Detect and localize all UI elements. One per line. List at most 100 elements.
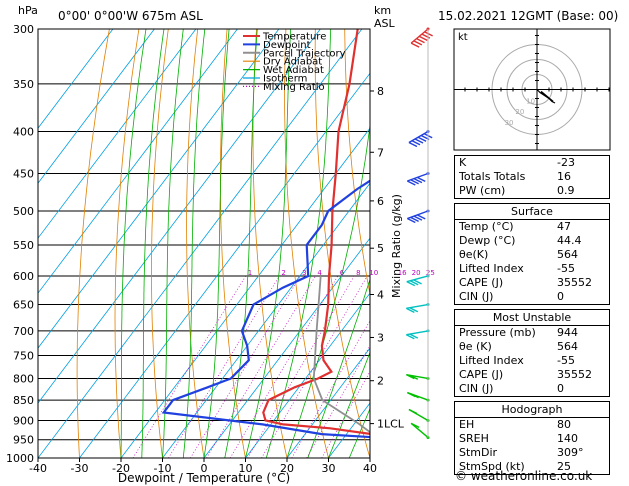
pressure-tick-label: 950 bbox=[13, 434, 34, 447]
most-unstable-box: Most Unstable Pressure (mb) 944 θe (K) 564 L… bbox=[454, 309, 610, 397]
temperature-tick-label: -30 bbox=[71, 462, 89, 475]
copyright-text: © weatheronline.co.uk bbox=[455, 469, 593, 483]
table-row: Lifted Index -55 bbox=[455, 354, 609, 368]
series-line bbox=[312, 275, 370, 434]
indices-box: K -23 Totals Totals 16 PW (cm) 0.9 bbox=[454, 155, 610, 199]
table-row: CIN (J) 0 bbox=[455, 290, 609, 304]
isotherm-line bbox=[203, 237, 370, 458]
wind-barb bbox=[410, 422, 430, 439]
table-row: StmSpd (kt) 25 bbox=[455, 460, 609, 474]
indices-panel: K -23 Totals Totals 16 PW (cm) 0.9 Surface Te… bbox=[454, 155, 610, 479]
wet-adiabat-line bbox=[162, 29, 184, 458]
km-label: km bbox=[374, 4, 391, 17]
series-line bbox=[161, 179, 370, 439]
pressure-tick-label: 800 bbox=[13, 372, 34, 385]
wind-barb-feather bbox=[418, 35, 428, 41]
pressure-tick-label: 850 bbox=[13, 394, 34, 407]
wind-barb-feather bbox=[409, 280, 419, 286]
wet-adiabat-line bbox=[141, 29, 165, 458]
pressure-tick-label: 550 bbox=[13, 239, 34, 252]
row-label: CAPE (J) bbox=[459, 276, 504, 289]
pressure-tick-label: 600 bbox=[13, 270, 34, 283]
mixing-ratio-label: 10 bbox=[369, 269, 378, 277]
isotherm-line bbox=[286, 347, 370, 458]
table-row: CAPE (J) 35552 bbox=[455, 368, 609, 382]
pressure-tick-label: 500 bbox=[13, 205, 34, 218]
wind-barb bbox=[407, 209, 430, 224]
mixing-ratio-label: 4 bbox=[317, 269, 322, 277]
pressure-tick-label: 300 bbox=[13, 23, 34, 36]
wind-barb-feather bbox=[413, 279, 422, 285]
wet-adiabat-line bbox=[203, 29, 230, 458]
wind-barb bbox=[408, 408, 430, 422]
row-value: 35552 bbox=[557, 276, 592, 289]
isotherm-line bbox=[162, 182, 370, 458]
wind-barb-staff bbox=[410, 422, 429, 439]
mixing-ratio-label: 2 bbox=[281, 269, 285, 277]
row-value: 16 bbox=[557, 170, 571, 183]
row-value: 80 bbox=[557, 418, 571, 431]
wind-barb-feather bbox=[414, 138, 424, 144]
dry-adiabat-line bbox=[284, 29, 329, 458]
mixing-ratio-label: 25 bbox=[426, 269, 435, 277]
dry-adiabat-line bbox=[219, 29, 246, 458]
row-value: 0.9 bbox=[557, 184, 575, 197]
km-tick-label: 6 bbox=[377, 195, 384, 208]
table-row: CAPE (J) 35552 bbox=[455, 276, 609, 290]
wind-barb-feather bbox=[406, 374, 415, 380]
km-tick-label: 1LCL bbox=[377, 418, 405, 431]
isotherm-line bbox=[38, 29, 363, 458]
surface-box: Surface Temp (°C) 47 Dewp (°C) 44.4 θe(K) 564… bbox=[454, 203, 610, 305]
table-row: θe (K) 564 bbox=[455, 340, 609, 354]
wind-barb-feather bbox=[408, 141, 418, 148]
legend-entry: Wet Adiabat bbox=[263, 65, 324, 76]
wind-barb bbox=[408, 130, 433, 148]
temperature-tick-label: -20 bbox=[112, 462, 130, 475]
km-tick-label: 4 bbox=[377, 288, 384, 301]
row-label: PW (cm) bbox=[459, 184, 506, 197]
wet-adiabat-line bbox=[120, 29, 147, 458]
table-row: SREH 140 bbox=[455, 432, 609, 446]
temperature-tick-label: 10 bbox=[239, 462, 253, 475]
wind-barb bbox=[407, 171, 430, 186]
wind-barb-staff bbox=[406, 330, 429, 336]
row-label: θe (K) bbox=[459, 340, 492, 353]
x-axis-label: Dewpoint / Temperature (°C) bbox=[118, 471, 290, 485]
dry-adiabat-line bbox=[314, 29, 370, 458]
wet-adiabat-line bbox=[182, 29, 206, 458]
wind-barbs bbox=[406, 27, 433, 439]
table-row: θe(K) 564 bbox=[455, 248, 609, 262]
pressure-tick-label: 450 bbox=[13, 167, 34, 180]
wind-barb-feather bbox=[408, 408, 418, 415]
hodograph-box: Hodograph EH 80 SREH 140 StmDir 309° StmSpd (k… bbox=[454, 401, 610, 475]
row-value: -55 bbox=[557, 354, 575, 367]
wind-barb-feather bbox=[416, 214, 426, 220]
row-label: StmDir bbox=[459, 446, 498, 459]
isotherm-line bbox=[38, 29, 155, 184]
wind-barb-feather bbox=[416, 37, 425, 44]
table-row: K -23 bbox=[455, 156, 609, 170]
row-label: K bbox=[459, 156, 467, 169]
mixing-ratio-line bbox=[132, 275, 247, 458]
pressure-tick-label: 350 bbox=[13, 78, 34, 91]
mixing-ratio-line bbox=[190, 275, 301, 458]
legend-entry: Dewpoint bbox=[263, 40, 311, 51]
legend-entry: Mixing Ratio bbox=[263, 82, 325, 93]
isotherm-line bbox=[38, 29, 321, 404]
most-unstable-title: Most Unstable bbox=[455, 310, 609, 326]
wind-barb bbox=[410, 27, 433, 48]
isotherm-line bbox=[79, 72, 370, 458]
wind-barb-feather bbox=[413, 177, 423, 184]
table-row: Pressure (mb) 944 bbox=[455, 326, 609, 340]
wind-barb-feather bbox=[410, 42, 420, 48]
wind-barb-feather bbox=[409, 374, 419, 380]
dry-adiabat-line bbox=[76, 29, 110, 458]
isotherm-line bbox=[38, 29, 114, 129]
mixing-ratio-label: 6 bbox=[340, 269, 345, 277]
isotherm-line bbox=[38, 29, 238, 294]
hpa-label: hPa bbox=[18, 4, 38, 17]
wind-barb-feather bbox=[407, 217, 416, 224]
